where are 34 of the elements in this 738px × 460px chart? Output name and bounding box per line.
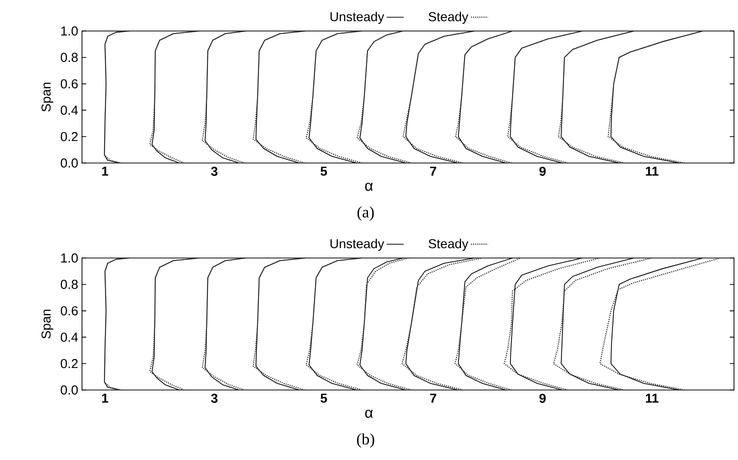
x-tick-label: 7 bbox=[430, 166, 436, 176]
y-tick-label: 0.8 bbox=[60, 52, 78, 62]
text: (a) bbox=[357, 206, 374, 221]
y-tick-label: 0.4 bbox=[60, 106, 78, 115]
y-tick-label: 0.6 bbox=[60, 306, 78, 316]
x-axis-title: α bbox=[365, 182, 373, 191]
y-tick-label: 0.2 bbox=[60, 132, 78, 142]
y-tick-label: 1.0 bbox=[61, 253, 78, 263]
legend-label: Steady bbox=[428, 12, 468, 24]
x-tick-label: 9 bbox=[539, 166, 546, 176]
y-tick-label: 0.2 bbox=[60, 359, 78, 368]
x-axis-title: α bbox=[365, 410, 373, 418]
y-tick-label: 0.0 bbox=[60, 385, 78, 395]
y-tick-label: 0.6 bbox=[60, 79, 78, 88]
y-tick-label: 0.8 bbox=[60, 280, 78, 289]
x-tick-label: 1 bbox=[102, 394, 108, 403]
x-tick-label: 3 bbox=[211, 394, 218, 403]
x-tick-label: 7 bbox=[430, 394, 436, 403]
x-tick-label: 11 bbox=[646, 394, 658, 403]
y-tick-label: 0.4 bbox=[60, 332, 78, 342]
y-axis-title: Span bbox=[42, 82, 54, 112]
legend-label: Steady bbox=[428, 238, 468, 251]
text: (b) bbox=[357, 433, 374, 448]
x-tick-label: 5 bbox=[320, 394, 328, 403]
x-tick-label: 1 bbox=[102, 166, 108, 176]
y-tick-label: 0.0 bbox=[60, 158, 78, 168]
legend-label: Unsteady bbox=[330, 238, 384, 251]
legend-label: Unsteady bbox=[330, 12, 384, 24]
x-tick-label: 3 bbox=[211, 166, 218, 176]
x-tick-label: 9 bbox=[539, 394, 546, 403]
y-tick-label: 1.0 bbox=[61, 26, 78, 36]
x-tick-label: 11 bbox=[646, 166, 658, 176]
y-axis-title: Span bbox=[42, 310, 54, 339]
x-tick-label: 5 bbox=[320, 166, 328, 176]
